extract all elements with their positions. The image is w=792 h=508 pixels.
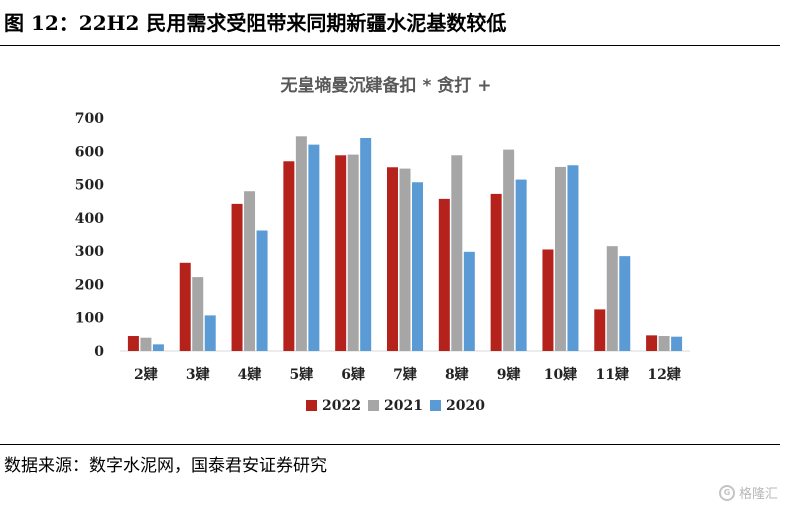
bar-2022-6 [335, 155, 347, 351]
bar-2020-6 [360, 137, 372, 351]
bar-2022-12 [646, 335, 658, 351]
bar-2022-8 [438, 198, 450, 351]
bar-2021-12 [658, 336, 670, 351]
top-rule [0, 45, 780, 46]
figure-header: 图 12：22H2 民用需求受阻带来同期新疆水泥基数较低 [4, 8, 788, 40]
y-tick-label: 700 [75, 111, 104, 127]
y-tick-label: 600 [75, 144, 104, 160]
bar-2020-2 [152, 344, 164, 351]
legend-label-2022: 2022 [322, 398, 361, 414]
bar-2020-11 [619, 256, 631, 351]
x-tick-label: 11肄 [596, 366, 629, 383]
bar-2020-4 [256, 230, 268, 351]
y-tick-label: 100 [75, 311, 104, 327]
bar-2022-7 [387, 167, 398, 351]
y-tick-label: 400 [75, 211, 104, 227]
bar-2022-10 [542, 249, 554, 351]
bar-chart: 无皇墒曼沉肄备扣 * 贪打 + 0 100 200 300 400 500 600 700 2肄 3… [75, 75, 690, 414]
watermark: G 格隆汇 [718, 483, 778, 502]
bar-2021-2 [140, 337, 152, 351]
x-tick-label: 7肄 [393, 366, 417, 383]
bottom-rule [0, 444, 780, 445]
bar-2020-12 [671, 336, 683, 351]
bar-2021-11 [606, 246, 618, 351]
bar-2020-3 [204, 315, 216, 351]
source-note: 数据来源：数字水泥网，国泰君安证券研究 [4, 456, 327, 476]
y-tick-label: 300 [75, 244, 104, 260]
x-tick-label: 10肄 [544, 366, 577, 383]
bar-2022-4 [231, 203, 243, 351]
bar-2020-5 [308, 144, 320, 351]
bar-2022-3 [179, 262, 191, 351]
legend-swatch-2021 [368, 400, 379, 411]
x-tick-label: 3肄 [186, 366, 210, 383]
watermark-logo-icon: G [718, 484, 735, 501]
x-tick-label: 12肄 [647, 366, 680, 383]
bar-2021-5 [295, 136, 307, 351]
x-tick-label: 4肄 [238, 366, 262, 383]
chart-title: 无皇墒曼沉肄备扣 * 贪打 + [280, 75, 492, 96]
legend-label-2020: 2020 [446, 398, 485, 414]
legend-swatch-2022 [306, 400, 317, 411]
bar-2022-2 [127, 336, 139, 351]
x-tick-label: 5肄 [289, 366, 313, 383]
bar-2022-11 [594, 309, 606, 351]
bar-2021-10 [554, 166, 566, 351]
bar-2020-7 [412, 182, 423, 351]
bar-2022-5 [283, 161, 295, 351]
bar-2020-9 [515, 179, 527, 351]
bar-2020-10 [567, 165, 579, 351]
bar-2021-7 [399, 168, 411, 351]
bar-2021-4 [244, 191, 256, 351]
bar-2020-8 [463, 251, 475, 351]
x-tick-label: 6肄 [341, 366, 365, 383]
legend-swatch-2020 [430, 400, 441, 411]
figure-title: 图 12：22H2 民用需求受阻带来同期新疆水泥基数较低 [4, 11, 507, 35]
bar-2022-9 [490, 193, 502, 351]
x-tick-label: 2肄 [134, 366, 158, 383]
x-tick-label: 9肄 [497, 366, 521, 383]
legend-label-2021: 2021 [384, 398, 423, 414]
bar-2021-6 [347, 154, 359, 351]
y-tick-label: 500 [75, 178, 104, 194]
bar-2021-8 [451, 155, 463, 351]
bar-2021-3 [192, 277, 204, 351]
watermark-text: 格隆汇 [738, 487, 778, 502]
bar-2021-9 [503, 149, 515, 351]
x-tick-label: 8肄 [445, 366, 469, 383]
y-tick-label: 200 [75, 277, 104, 293]
y-tick-label: 0 [94, 344, 104, 360]
